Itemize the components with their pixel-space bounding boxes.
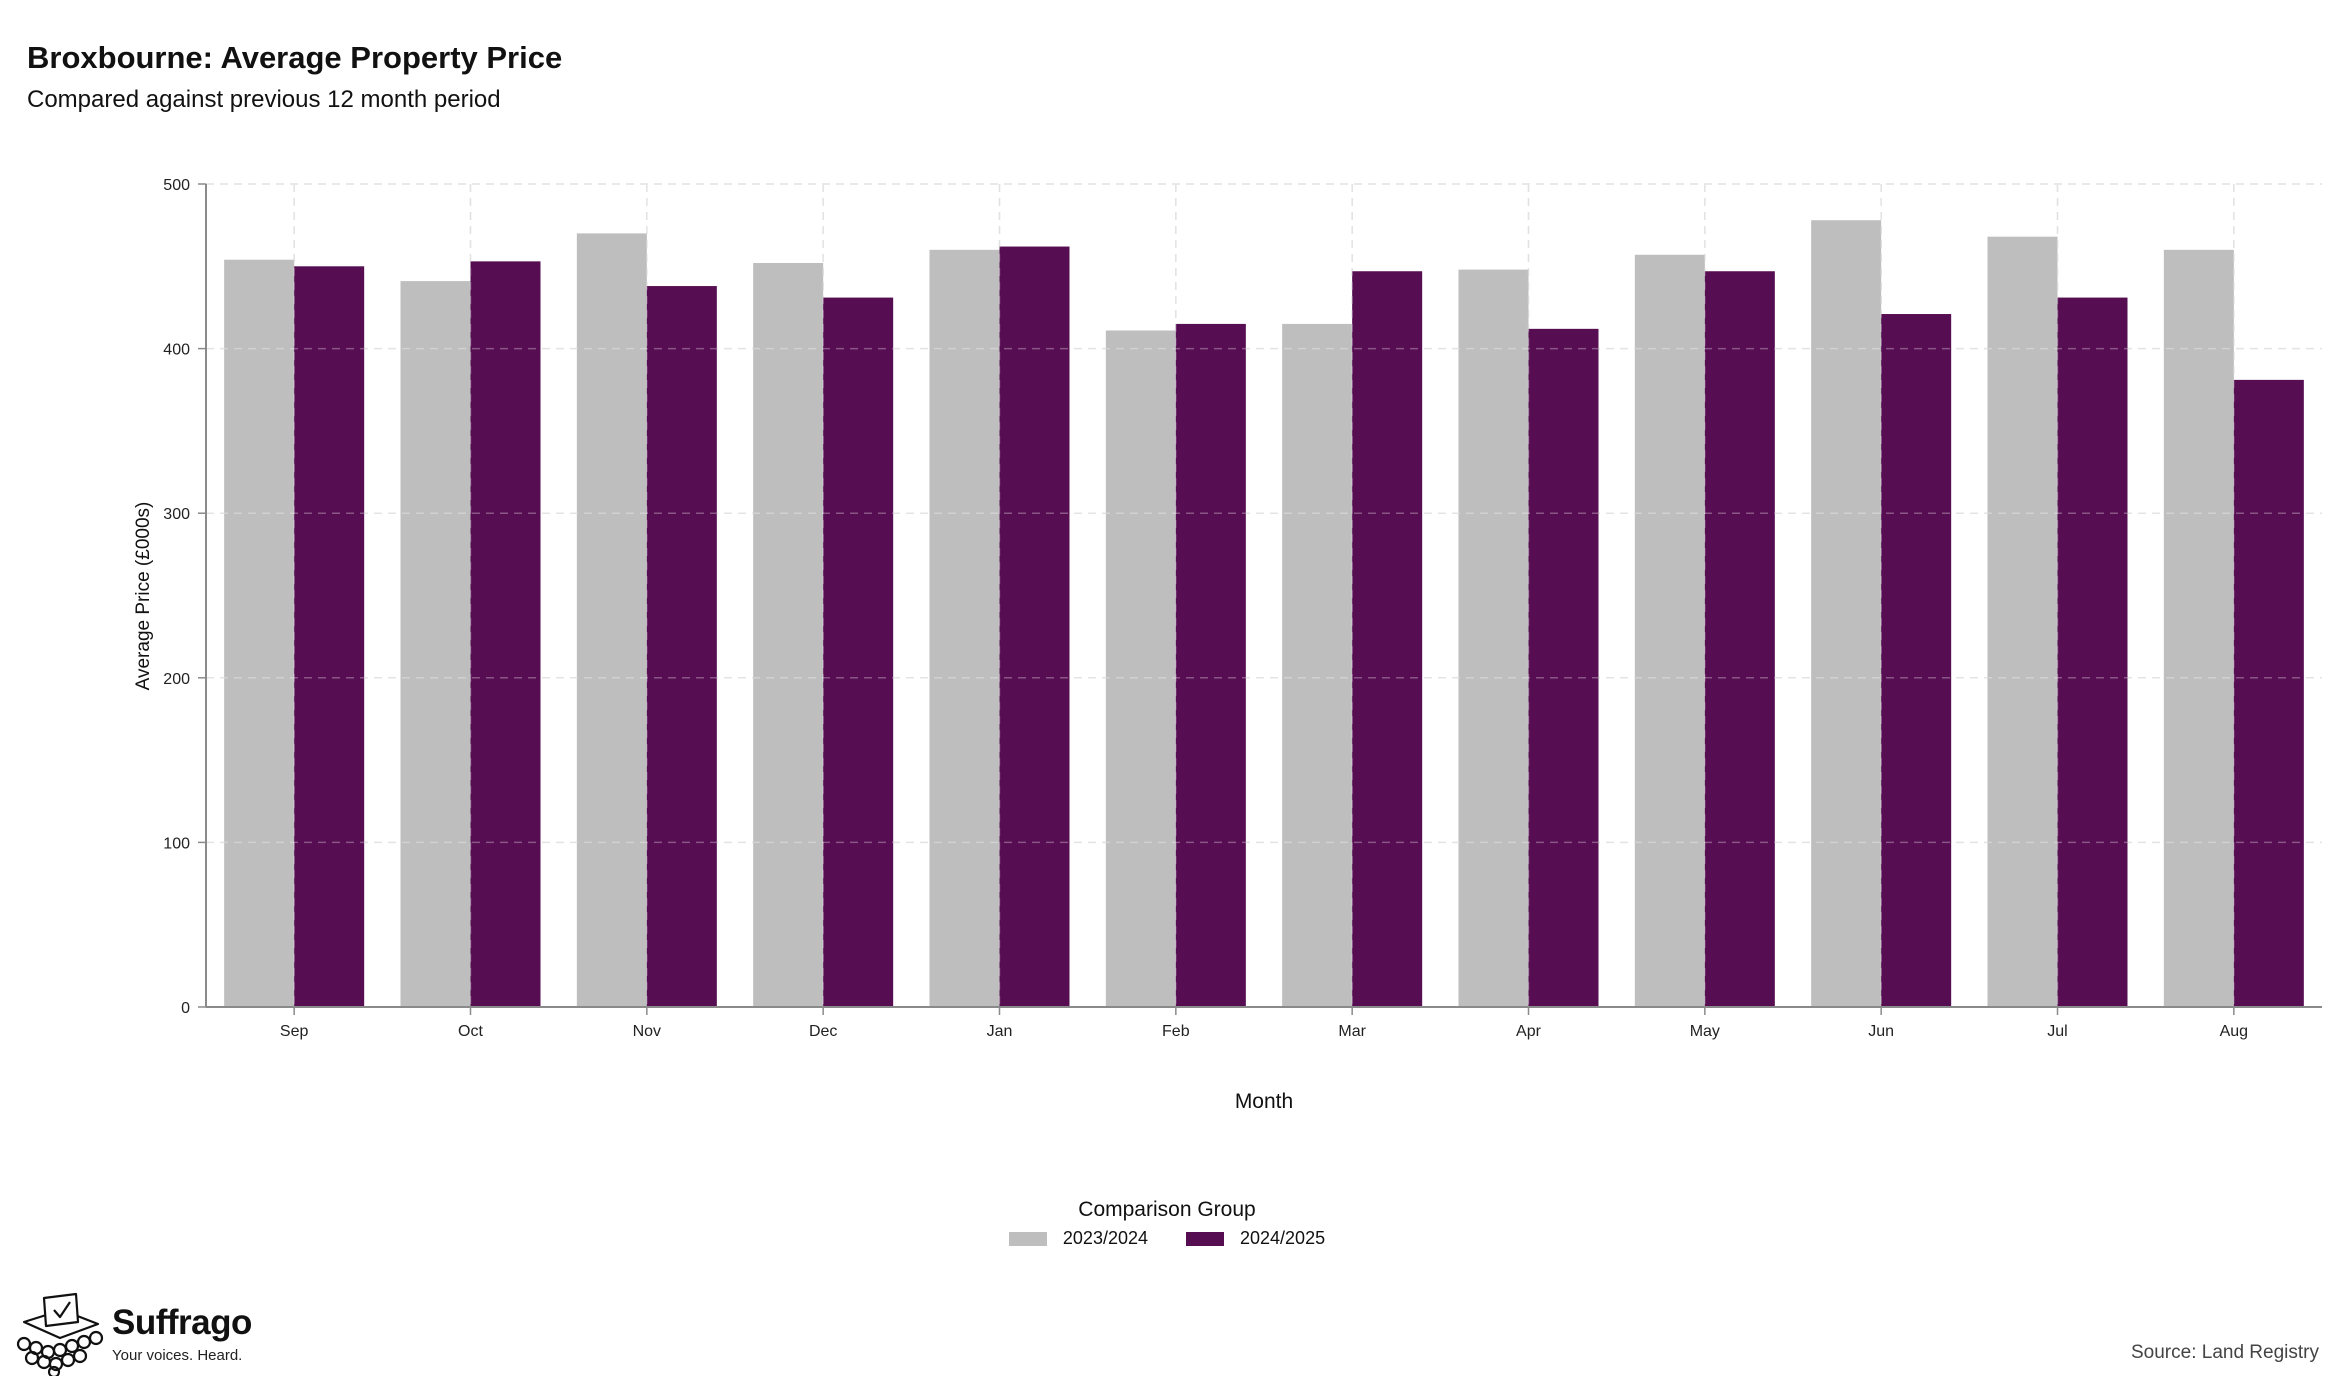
x-tick-label: Aug (2220, 1023, 2248, 1040)
brand-text: Suffrago Your voices. Heard. (112, 1302, 252, 1364)
bar-2024-2025-jun (1881, 314, 1952, 1007)
bar-2024-2025-jan (999, 246, 1070, 1008)
bar-2024-2025-apr (1528, 328, 1599, 1007)
bar-2023-2024-jun (1811, 220, 1882, 1007)
y-tick-label: 500 (163, 177, 190, 194)
bar-2023-2024-may (1634, 254, 1705, 1007)
legend-label: 2023/2024 (1062, 1228, 1148, 1248)
legend-item-2023-2024: 2023/2024 (1008, 1228, 1148, 1249)
y-axis-title: Average Price (£000s) (133, 502, 154, 691)
x-tick-label: Jul (2047, 1023, 2067, 1040)
bar-2024-2025-dec (823, 297, 894, 1008)
x-axis-title: Month (1235, 1090, 1293, 1113)
x-tick-label: Nov (633, 1023, 661, 1040)
brand-logo: Suffrago Your voices. Heard. (14, 1292, 252, 1376)
bar-2023-2024-oct (400, 281, 471, 1007)
legend: Comparison Group 2023/2024 2024/2025 (0, 1198, 2334, 1249)
y-tick-label: 0 (181, 1000, 190, 1017)
bar-2024-2025-jul (2057, 297, 2128, 1008)
x-tick-label: Dec (809, 1023, 837, 1040)
source-note: Source: Land Registry (2131, 1342, 2319, 1363)
bar-2023-2024-aug (2163, 249, 2234, 1008)
x-tick-label: Jan (987, 1023, 1013, 1040)
bar-2024-2025-sep (294, 266, 365, 1007)
bar-2024-2025-mar (1352, 271, 1423, 1007)
x-tick-label: Mar (1338, 1023, 1366, 1040)
brand-tagline: Your voices. Heard. (112, 1346, 243, 1364)
legend-swatch (1186, 1231, 1224, 1246)
bar-2023-2024-mar (1282, 323, 1353, 1007)
bar-2023-2024-jan (929, 249, 1000, 1008)
bar-2024-2025-nov (646, 286, 717, 1007)
tick-labels: 0 100 200 300 400 500 Sep Oct Nov Dec Jan Feb Mar Apr… (163, 177, 2248, 1040)
bar-2023-2024-sep (224, 259, 295, 1007)
ballot-box-icon (16, 1292, 104, 1376)
y-tick-label: 300 (163, 506, 190, 523)
bar-2023-2024-dec (753, 263, 824, 1007)
axes (205, 184, 2322, 1008)
bars (206, 183, 2322, 1008)
chart-subtitle: Compared against previous 12 month perio… (27, 86, 501, 113)
legend-swatch (1008, 1231, 1047, 1246)
bar-chart: 0 100 200 300 400 500 Sep Oct Nov Dec Jan Feb Mar Apr… (133, 177, 2322, 1113)
bar-2024-2025-oct (470, 261, 541, 1007)
bar-2023-2024-feb (1105, 330, 1176, 1007)
x-tick-label: Sep (280, 1023, 309, 1040)
x-tick-label: Feb (1162, 1023, 1190, 1040)
brand-name: Suffrago (112, 1302, 252, 1342)
bar-2024-2025-feb (1175, 323, 1246, 1007)
bar-2023-2024-jul (1987, 236, 2058, 1007)
chart-title: Broxbourne: Average Property Price (27, 40, 563, 75)
x-tick-label: May (1690, 1023, 1720, 1040)
y-tick-label: 100 (163, 835, 190, 852)
x-tick-label: Jun (1868, 1023, 1894, 1040)
legend-title: Comparison Group (1078, 1198, 1256, 1221)
bar-2023-2024-apr (1458, 269, 1529, 1007)
legend-items: 2023/2024 2024/2025 (0, 1228, 2334, 1249)
bar-2024-2025-may (1704, 271, 1775, 1007)
x-tick-label: Oct (458, 1023, 483, 1040)
bar-2023-2024-nov (576, 233, 647, 1007)
legend-label: 2024/2025 (1240, 1228, 1326, 1248)
y-tick-label: 200 (163, 671, 190, 688)
x-tick-label: Apr (1516, 1023, 1542, 1040)
bar-2024-2025-aug (2233, 379, 2304, 1007)
legend-item-2024-2025: 2024/2025 (1186, 1228, 1325, 1249)
y-tick-label: 400 (163, 342, 190, 359)
